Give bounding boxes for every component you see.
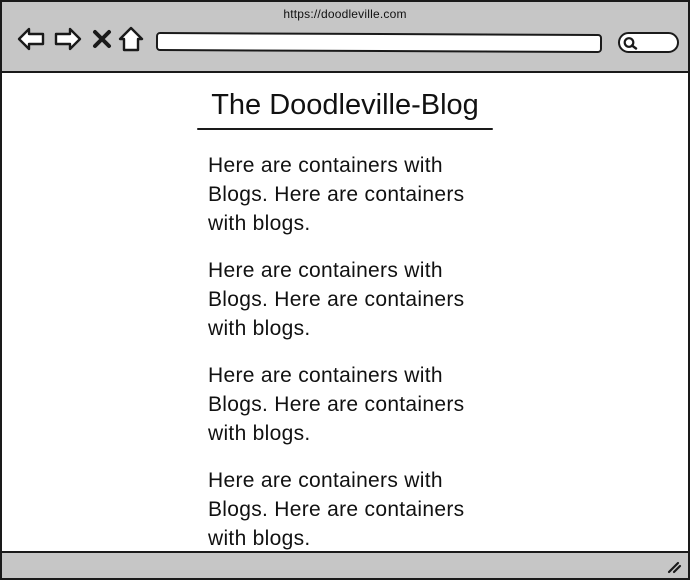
blog-post: Here are containers with Blogs. Here are… xyxy=(208,259,465,340)
home-button[interactable] xyxy=(117,24,145,54)
page-content: The Doodleville-Blog Here are containers… xyxy=(2,73,688,551)
browser-toolbar: https://doodleville.com xyxy=(2,2,688,73)
blog-list: Here are containers with Blogs. Here are… xyxy=(208,151,498,551)
search-input[interactable] xyxy=(618,32,679,53)
blog-post: Here are containers with Blogs. Here are… xyxy=(208,154,465,235)
address-input[interactable] xyxy=(155,32,603,53)
search-icon xyxy=(623,37,638,50)
home-icon xyxy=(118,26,144,52)
forward-button[interactable] xyxy=(53,24,83,54)
resize-grip-icon[interactable] xyxy=(666,558,682,574)
blog-post: Here are containers with Blogs. Here are… xyxy=(208,364,465,445)
stop-button[interactable] xyxy=(90,24,114,54)
forward-arrow-icon xyxy=(54,27,82,51)
back-arrow-icon xyxy=(17,27,45,51)
status-bar xyxy=(2,551,688,578)
back-button[interactable] xyxy=(16,24,46,54)
title-underline xyxy=(197,128,493,130)
close-x-icon xyxy=(93,30,111,48)
url-label: https://doodleville.com xyxy=(283,7,407,21)
page-title: The Doodleville-Blog xyxy=(211,89,479,121)
blog-post: Here are containers with Blogs. Here are… xyxy=(208,469,465,550)
